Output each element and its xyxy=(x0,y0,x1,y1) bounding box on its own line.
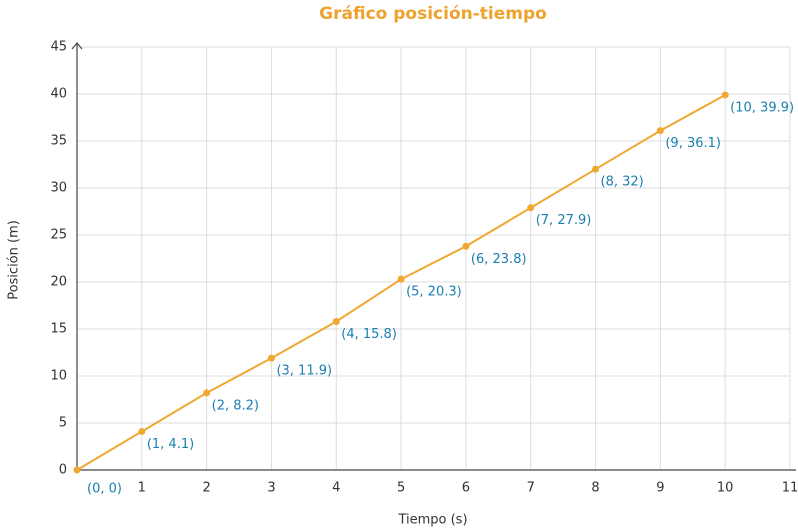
data-point xyxy=(397,275,405,283)
data-label: (4, 15.8) xyxy=(341,327,397,342)
x-tick-label: 5 xyxy=(397,481,405,496)
y-tick-label: 20 xyxy=(50,275,67,290)
x-tick-label: 2 xyxy=(202,481,210,496)
data-point xyxy=(721,91,729,99)
y-tick-label: 5 xyxy=(59,416,67,431)
x-axis-label: Tiempo (s) xyxy=(397,513,467,528)
data-label: (7, 27.9) xyxy=(536,213,592,228)
y-tick-label: 25 xyxy=(50,228,67,243)
data-point xyxy=(332,317,340,325)
x-tick-label: 11 xyxy=(782,481,798,496)
x-tick-label: 10 xyxy=(717,481,734,496)
x-tick-label: 6 xyxy=(462,481,470,496)
x-tick-label: 9 xyxy=(656,481,664,496)
data-label: (5, 20.3) xyxy=(406,285,462,300)
data-label: (8, 32) xyxy=(601,175,644,190)
data-point xyxy=(527,204,535,212)
x-tick-label: 3 xyxy=(267,481,275,496)
data-point xyxy=(656,127,664,135)
data-point xyxy=(462,242,470,250)
data-label: (1, 4.1) xyxy=(147,437,194,452)
data-label: (3, 11.9) xyxy=(276,364,332,379)
y-tick-label: 15 xyxy=(50,322,67,337)
y-tick-label: 45 xyxy=(50,40,67,55)
data-point xyxy=(73,466,81,474)
data-point xyxy=(138,427,146,435)
axis xyxy=(71,42,83,470)
data-point xyxy=(267,354,275,362)
data-label: (10, 39.9) xyxy=(730,100,794,115)
y-tick-label: 35 xyxy=(50,134,67,149)
data-label: (6, 23.8) xyxy=(471,252,527,267)
y-axis-label: Posición (m) xyxy=(7,220,22,300)
x-tick-label: 4 xyxy=(332,481,340,496)
y-tick-label: 30 xyxy=(50,181,67,196)
y-tick-label: 0 xyxy=(59,463,67,478)
x-tick-label: 8 xyxy=(591,481,599,496)
data-point xyxy=(592,165,600,173)
data-label: (2, 8.2) xyxy=(212,398,259,413)
data-label: (9, 36.1) xyxy=(665,136,721,151)
data-point xyxy=(203,389,211,397)
data-label: (0, 0) xyxy=(87,482,122,497)
x-tick-label: 7 xyxy=(527,481,535,496)
y-tick-label: 10 xyxy=(50,369,67,384)
y-tick-label: 40 xyxy=(50,87,67,102)
x-tick-label: 1 xyxy=(138,481,146,496)
chart-title: Gráfico posición-tiempo xyxy=(319,4,547,24)
